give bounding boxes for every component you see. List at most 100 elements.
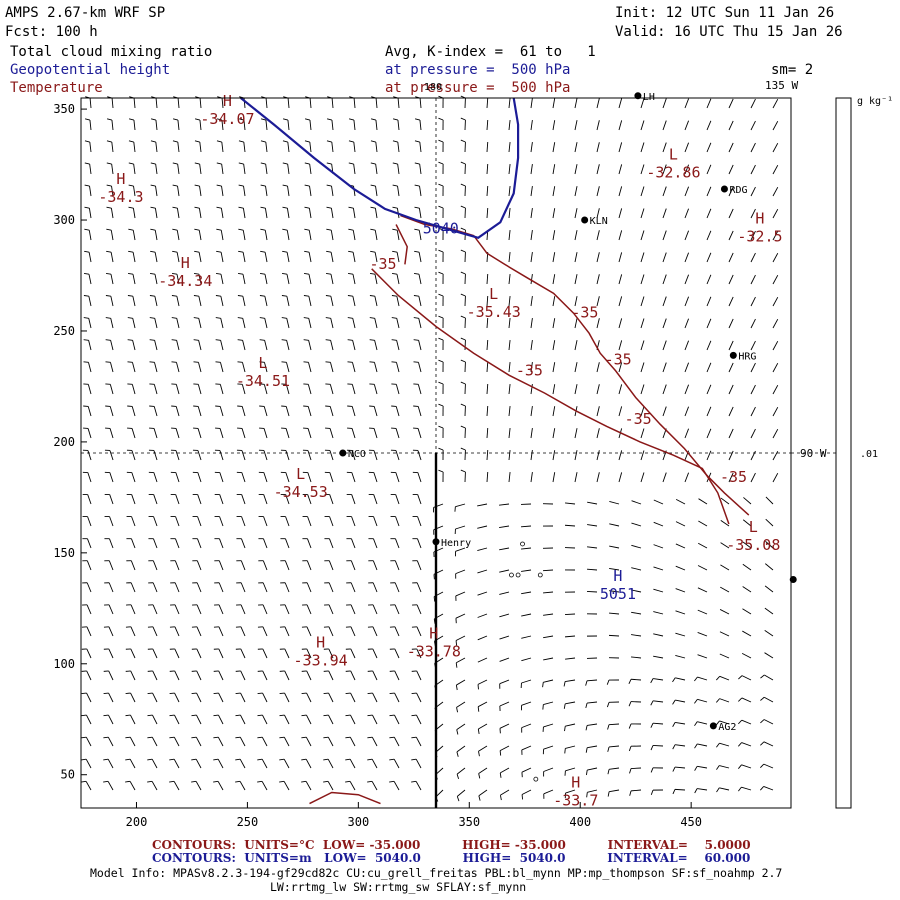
wind-barb xyxy=(413,427,422,439)
wind-barb xyxy=(743,497,752,505)
wind-barb xyxy=(304,118,312,131)
wind-barb xyxy=(150,140,158,153)
wind-barb xyxy=(194,228,202,241)
meridian-label: 135 W xyxy=(765,79,798,92)
station-marker xyxy=(581,216,589,224)
extremum-value: -35.08 xyxy=(726,536,780,554)
wind-barb xyxy=(302,560,312,571)
wind-barb xyxy=(438,293,444,307)
temperature-contour xyxy=(371,268,730,525)
wind-barb xyxy=(346,471,356,483)
wind-barb xyxy=(460,139,466,153)
wind-barb xyxy=(653,499,664,505)
wind-barb xyxy=(585,723,598,731)
wind-barb xyxy=(628,678,642,684)
wind-barb xyxy=(596,472,600,483)
wind-barb xyxy=(214,560,224,571)
wind-barb xyxy=(738,675,752,681)
wind-barb xyxy=(301,714,312,725)
wind-barb xyxy=(389,714,400,725)
wind-barb xyxy=(521,657,532,662)
wind-barb xyxy=(728,362,734,373)
wind-barb xyxy=(325,272,334,285)
wind-barb xyxy=(259,272,268,285)
wind-barb xyxy=(460,381,466,395)
wind-barb xyxy=(706,318,712,329)
wind-barb xyxy=(260,118,268,131)
wind-barb xyxy=(438,161,444,175)
wind-barb xyxy=(279,692,290,703)
wind-barb xyxy=(106,206,114,219)
wind-barb xyxy=(618,274,623,285)
wind-barb xyxy=(706,406,712,417)
wind-barb xyxy=(640,296,645,307)
wind-barb xyxy=(258,493,268,505)
wind-barb xyxy=(260,206,268,219)
wind-barb xyxy=(662,296,667,307)
wind-barb xyxy=(765,518,774,527)
wind-barb xyxy=(750,230,756,241)
wind-barb xyxy=(126,604,136,615)
wind-barb xyxy=(631,544,642,549)
wind-barb xyxy=(84,140,92,153)
wind-barb xyxy=(650,767,664,773)
extremum-type: L xyxy=(489,285,498,303)
wind-barb xyxy=(521,767,532,778)
wind-barb xyxy=(147,736,158,747)
wind-barb xyxy=(326,140,334,153)
wind-barb xyxy=(128,118,136,131)
wind-barb xyxy=(370,206,378,219)
wind-barb xyxy=(684,362,690,373)
wind-barb xyxy=(147,780,158,791)
wind-barb xyxy=(574,384,578,395)
wind-barb xyxy=(684,274,690,285)
wind-barb xyxy=(750,120,756,131)
wind-barb xyxy=(585,701,598,709)
x-tick-label: 200 xyxy=(126,815,148,829)
wind-barb xyxy=(149,339,158,351)
wind-barb xyxy=(609,567,620,571)
wind-barb xyxy=(103,648,114,659)
wind-barb xyxy=(172,228,180,241)
wind-barb xyxy=(596,274,600,285)
temperature-contour-label: -35 xyxy=(516,361,543,379)
wind-barb xyxy=(148,538,158,549)
temperature-contours xyxy=(309,214,750,805)
wind-barb xyxy=(216,250,224,263)
wind-barb xyxy=(631,611,642,615)
wind-barb xyxy=(149,383,158,395)
wind-barb xyxy=(260,184,268,197)
wind-barb xyxy=(706,450,712,461)
wind-barb xyxy=(171,295,180,307)
wind-barb xyxy=(706,230,712,241)
wind-barb xyxy=(215,427,224,439)
wind-barb xyxy=(411,714,422,725)
wind-barb xyxy=(236,516,246,527)
wind-barb xyxy=(391,361,400,373)
extremum-type: L xyxy=(296,465,305,483)
wind-barb xyxy=(345,780,356,791)
field-temperature-label: Temperature xyxy=(10,80,103,96)
wind-barb xyxy=(750,428,756,439)
wind-barb xyxy=(280,560,290,571)
wind-barb xyxy=(347,361,356,373)
wind-barb xyxy=(237,317,246,329)
wind-barb xyxy=(499,723,510,734)
wind-barb xyxy=(486,405,489,417)
station-marker xyxy=(339,449,347,457)
wind-barb xyxy=(105,361,114,373)
wind-barb xyxy=(216,228,224,241)
wind-barb xyxy=(128,140,136,153)
wind-barb xyxy=(530,406,533,417)
wind-barb xyxy=(438,381,444,395)
wind-barb xyxy=(323,648,334,659)
wind-barb xyxy=(618,230,623,241)
wind-barb xyxy=(368,471,378,483)
wind-barb xyxy=(499,701,510,712)
wind-barb xyxy=(389,648,400,659)
wind-barb xyxy=(368,582,378,593)
wind-barb xyxy=(191,670,202,681)
wind-barb xyxy=(128,162,136,175)
wind-barb xyxy=(106,162,114,175)
wind-barb xyxy=(720,586,730,593)
